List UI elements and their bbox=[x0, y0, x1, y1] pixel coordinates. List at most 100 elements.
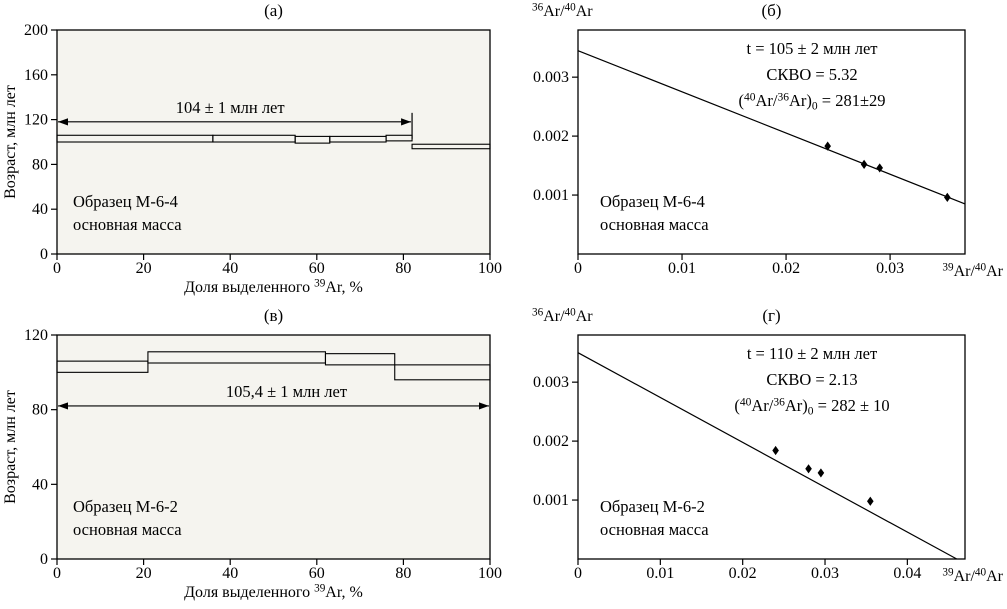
sample-material: основная масса bbox=[73, 520, 182, 539]
y-axis: 0 40 80 120 160 200 bbox=[24, 22, 57, 263]
x-tick-label: 20 bbox=[136, 260, 152, 277]
y-tick-label: 0.001 bbox=[533, 492, 569, 509]
y-tick-label: 160 bbox=[24, 67, 48, 84]
y-tick-label: 0 bbox=[40, 551, 48, 568]
x-tick-label: 60 bbox=[309, 565, 325, 582]
sample-name: Образец М-6-4 bbox=[73, 192, 178, 211]
x-axis: 0 20 40 60 80 100 bbox=[53, 559, 502, 582]
x-tick-label: 60 bbox=[309, 260, 325, 277]
arrowhead-left-icon bbox=[58, 402, 68, 410]
y-tick-label: 0.002 bbox=[533, 128, 569, 145]
data-point-diamond bbox=[867, 496, 874, 506]
y-tick-label: 120 bbox=[24, 112, 48, 129]
isochron-line bbox=[577, 352, 958, 560]
stat-line-2: (40Ar/36Ar)0 = 281±29 bbox=[738, 91, 885, 112]
x-tick-label: 0 bbox=[574, 260, 582, 277]
plateau-annotation: 105,4 ± 1 млн лет bbox=[58, 382, 489, 410]
age-step bbox=[56, 360, 149, 373]
x-tick-label: 0 bbox=[53, 565, 61, 582]
y-tick-label: 80 bbox=[32, 156, 48, 173]
y-tick-label: 40 bbox=[32, 476, 48, 493]
chart-a-svg: (а) 0 20 40 60 80 100 0 40 80 120 160 200 Возраст, мл… bbox=[2, 1, 502, 296]
y-tick-label: 0.002 bbox=[533, 433, 569, 450]
panel-v-age-spectrum: (в) 0 20 40 60 80 100 0 40 80 120 Возраст, млн лет Д… bbox=[0, 305, 503, 609]
x-tick-label: 0 bbox=[574, 565, 582, 582]
stat-line-1: СКВО = 2.13 bbox=[766, 370, 857, 389]
data-points bbox=[824, 141, 951, 203]
y-axis-title: Возраст, млн лет bbox=[2, 85, 19, 199]
x-tick-label: 100 bbox=[478, 565, 502, 582]
x-tick-label: 0.01 bbox=[668, 260, 696, 277]
panel-label: (б) bbox=[762, 1, 782, 20]
panel-g-isochron: (г) 0 0.01 0.02 0.03 0.04 0.001 0.002 0.003 36Ar/… bbox=[504, 305, 1007, 609]
x-tick-label: 0.03 bbox=[876, 260, 904, 277]
stat-line-0: t = 105 ± 2 млн лет bbox=[747, 39, 878, 58]
arrowhead-right-icon bbox=[479, 402, 489, 410]
data-point-diamond bbox=[817, 468, 825, 478]
plateau-annotation: 104 ± 1 млн лет bbox=[58, 98, 413, 139]
x-axis: 0 20 40 60 80 100 bbox=[53, 254, 502, 277]
y-axis-title: 36Ar/40Ar bbox=[532, 307, 593, 325]
y-axis-title: 36Ar/40Ar bbox=[532, 2, 593, 20]
age-spectrum-steps bbox=[56, 134, 491, 150]
panel-a-age-spectrum: (а) 0 20 40 60 80 100 0 40 80 120 160 200 Возраст, мл… bbox=[0, 0, 503, 304]
isochron-line bbox=[577, 50, 966, 205]
age-spectrum-steps bbox=[56, 351, 491, 381]
chart-b-svg: (б) 0 0.01 0.02 0.03 0.001 0.002 0.003 36Ar/40Ar… bbox=[532, 1, 1004, 280]
x-tick-label: 0.02 bbox=[772, 260, 800, 277]
y-tick-label: 120 bbox=[24, 327, 48, 344]
stat-line-0: t = 110 ± 2 млн лет bbox=[747, 344, 877, 363]
data-point-diamond bbox=[772, 445, 779, 456]
x-axis-title: 39Ar/40Ar bbox=[942, 262, 1003, 280]
sample-material: основная масса bbox=[73, 215, 182, 234]
arrowhead-left-icon bbox=[58, 118, 68, 126]
regression-stats: t = 110 ± 2 млн лет СКВО = 2.13 (40Ar/36Ar… bbox=[734, 344, 889, 417]
y-axis: 0.001 0.002 0.003 bbox=[533, 69, 578, 204]
panel-label: (в) bbox=[264, 306, 283, 325]
plateau-age-label: 104 ± 1 млн лет bbox=[176, 98, 285, 117]
x-tick-label: 20 bbox=[136, 565, 152, 582]
x-tick-label: 100 bbox=[478, 260, 502, 277]
x-axis: 0 0.01 0.02 0.03 0.04 bbox=[574, 559, 921, 582]
x-tick-label: 80 bbox=[395, 260, 411, 277]
x-axis: 0 0.01 0.02 0.03 bbox=[574, 254, 904, 277]
data-point-diamond bbox=[860, 159, 868, 169]
sample-material: основная масса bbox=[600, 215, 709, 234]
y-tick-label: 0.003 bbox=[533, 69, 569, 86]
chart-v-svg: (в) 0 20 40 60 80 100 0 40 80 120 Возраст, млн лет Д… bbox=[2, 306, 502, 601]
x-tick-label: 0.02 bbox=[729, 565, 757, 582]
plot-area bbox=[577, 29, 966, 255]
x-tick-label: 40 bbox=[222, 565, 238, 582]
x-tick-label: 80 bbox=[395, 565, 411, 582]
y-axis: 0 40 80 120 bbox=[24, 327, 57, 568]
data-point-diamond bbox=[805, 464, 812, 474]
plot-area bbox=[577, 334, 966, 560]
x-tick-label: 40 bbox=[222, 260, 238, 277]
regression-stats: t = 105 ± 2 млн лет СКВО = 5.32 (40Ar/36Ar… bbox=[738, 39, 885, 112]
y-tick-label: 40 bbox=[32, 201, 48, 218]
sample-name: Образец М-6-2 bbox=[600, 497, 705, 516]
y-axis: 0.001 0.002 0.003 bbox=[533, 374, 578, 509]
age-step bbox=[324, 353, 396, 366]
data-point-diamond bbox=[824, 141, 831, 151]
sample-name: Образец М-6-4 bbox=[600, 192, 705, 211]
plateau-age-label: 105,4 ± 1 млн лет bbox=[226, 382, 347, 401]
data-point-diamond bbox=[876, 163, 883, 173]
x-axis-title: Доля выделенного 39Ar, % bbox=[184, 278, 363, 296]
y-tick-label: 80 bbox=[32, 402, 48, 419]
y-tick-label: 0 bbox=[40, 246, 48, 263]
x-tick-label: 0.04 bbox=[893, 565, 921, 582]
x-tick-label: 0.03 bbox=[811, 565, 839, 582]
panel-b-isochron: (б) 0 0.01 0.02 0.03 0.001 0.002 0.003 36Ar/40Ar… bbox=[504, 0, 1007, 304]
stat-line-2: (40Ar/36Ar)0 = 282 ± 10 bbox=[734, 396, 889, 417]
x-axis-title: Доля выделенного 39Ar, % bbox=[184, 583, 363, 601]
data-point-diamond bbox=[944, 192, 951, 203]
chart-g-svg: (г) 0 0.01 0.02 0.03 0.04 0.001 0.002 0.003 36Ar/… bbox=[532, 306, 1004, 585]
x-tick-label: 0.01 bbox=[646, 565, 674, 582]
data-points bbox=[772, 445, 874, 506]
panel-label: (а) bbox=[264, 1, 283, 20]
age-step bbox=[394, 364, 491, 381]
x-axis-title: 39Ar/40Ar bbox=[942, 567, 1003, 585]
age-step bbox=[411, 143, 491, 150]
